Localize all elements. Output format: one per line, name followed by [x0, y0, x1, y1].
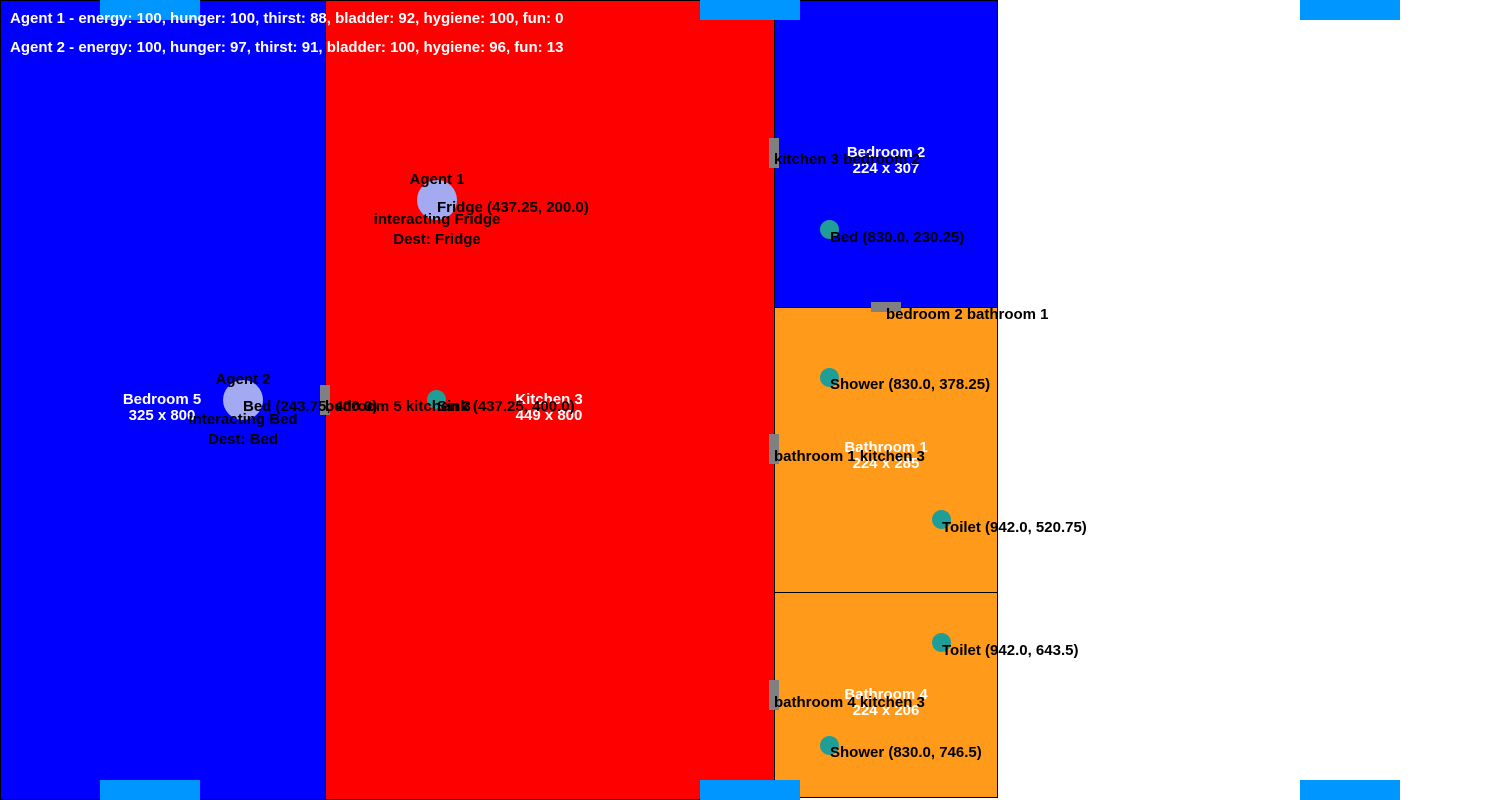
bed-bedroom2-object[interactable] [820, 220, 839, 239]
map-marker-top-3 [1300, 0, 1400, 20]
door-label-kitchen3-bedroom2: kitchen 3 bedroom 2 [774, 151, 920, 168]
sink-label: Sink (437.25, 400.0) [437, 398, 575, 415]
door-bedroom2-bathroom1[interactable] [871, 302, 901, 312]
door-bedroom5-kitchen3[interactable] [320, 385, 330, 415]
room-bathroom-1 [774, 307, 998, 593]
agent-2-name: Agent 2 [215, 371, 271, 388]
room-label-bedroom-5: Bedroom 5 325 x 800 [123, 392, 201, 424]
agent-1-action: interacting Fridge [373, 211, 501, 228]
toilet-bathroom4-object[interactable] [932, 633, 951, 652]
room-name: Bathroom 1 [844, 439, 928, 456]
agent-2-status-text: Agent 2 - energy: 100, hunger: 97, thirs… [10, 39, 564, 56]
agent-1-status-text: Agent 1 - energy: 100, hunger: 100, thir… [10, 10, 564, 27]
map-marker-top-1 [100, 0, 200, 20]
shower-bathroom4-label: Shower (830.0, 746.5) [830, 744, 982, 761]
map-marker-top-2 [700, 0, 800, 20]
agent-2-action: interacting Bed [188, 411, 298, 428]
room-label-bathroom-4: Bathroom 4 224 x 206 [844, 687, 927, 719]
room-kitchen-3 [325, 0, 775, 800]
room-bedroom-5 [0, 0, 326, 800]
room-name: Bathroom 4 [844, 686, 928, 703]
toilet-bathroom1-object[interactable] [932, 510, 951, 529]
room-name: Bedroom 2 [846, 144, 926, 161]
fridge-label: Fridge (437.25, 200.0) [437, 199, 589, 216]
bed-bedroom5-label: Bed (243.75, 400.0) [243, 398, 378, 415]
door-label-bathroom4-kitchen3: bathroom 4 kitchen 3 [774, 694, 925, 711]
shower-bathroom1-object[interactable] [820, 368, 839, 387]
door-bathroom1-kitchen3[interactable] [769, 434, 779, 464]
bed-bedroom2-label: Bed (830.0, 230.25) [830, 229, 965, 246]
sink-object[interactable] [427, 390, 446, 409]
room-label-bathroom-1: Bathroom 1 224 x 285 [844, 440, 927, 472]
agent-1-name: Agent 1 [409, 171, 465, 188]
room-name: Bedroom 5 [122, 391, 202, 408]
door-bathroom4-kitchen3[interactable] [769, 680, 779, 710]
room-size: 224 x 206 [852, 702, 920, 719]
agent-1-token[interactable] [417, 180, 457, 220]
agent-2-token[interactable] [223, 380, 263, 420]
door-label-bedroom2-bathroom1: bedroom 2 bathroom 1 [886, 306, 1049, 323]
shower-bathroom1-label: Shower (830.0, 378.25) [830, 376, 991, 393]
agent-1-destination: Dest: Fridge [393, 231, 481, 248]
room-size: 224 x 285 [852, 455, 920, 472]
room-name: Kitchen 3 [515, 391, 583, 408]
toilet-bathroom1-label: Toilet (942.0, 520.75) [942, 519, 1087, 536]
room-size: 449 x 800 [515, 407, 583, 424]
map-marker-bottom-3 [1300, 780, 1400, 800]
room-label-bedroom-2: Bedroom 2 224 x 307 [847, 145, 925, 177]
map-marker-bottom-1 [100, 780, 200, 800]
room-bathroom-4 [774, 592, 998, 798]
door-kitchen3-bedroom2[interactable] [769, 138, 779, 168]
room-size: 224 x 307 [852, 160, 920, 177]
room-label-kitchen-3: Kitchen 3 449 x 800 [515, 392, 583, 424]
room-size: 325 x 800 [128, 407, 196, 424]
shower-bathroom4-object[interactable] [820, 736, 839, 755]
door-label-bedroom5-kitchen3: bedroom 5 kitchen 3 [325, 398, 471, 415]
agent-2-destination: Dest: Bed [207, 431, 279, 448]
map-marker-bottom-2 [700, 780, 800, 800]
door-label-bathroom1-kitchen3: bathroom 1 kitchen 3 [774, 448, 925, 465]
toilet-bathroom4-label: Toilet (942.0, 643.5) [942, 642, 1079, 659]
